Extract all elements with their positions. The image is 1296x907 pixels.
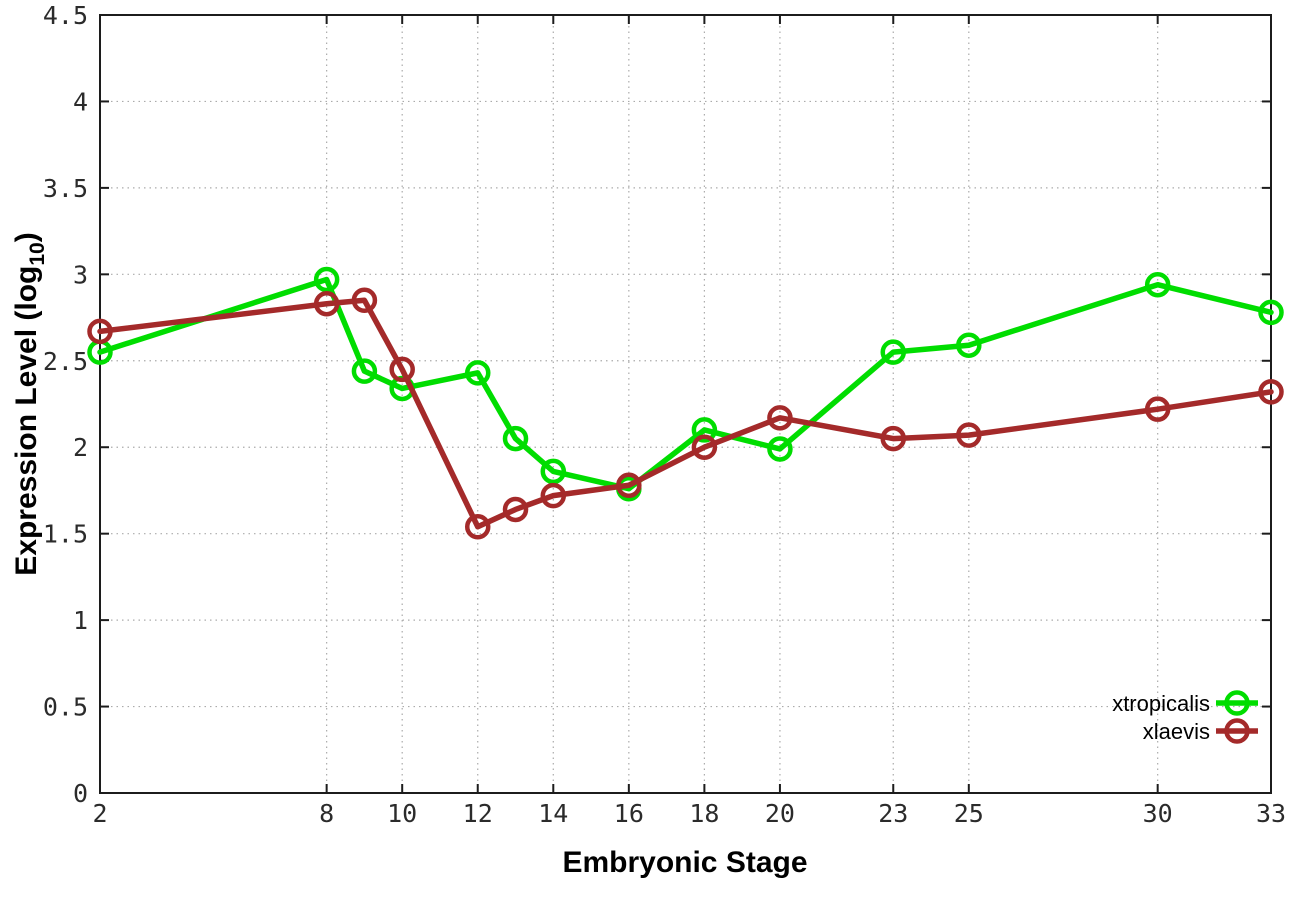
- legend-item-xlaevis: xlaevis: [1143, 718, 1258, 744]
- x-axis-title: Embryonic Stage: [562, 846, 807, 879]
- series-line-xlaevis: [97, 297, 1274, 530]
- data-point-xlaevis: [389, 356, 415, 383]
- x-tick-label: 25: [954, 799, 984, 828]
- legend-label-xtropicalis: xtropicalis: [1112, 691, 1210, 716]
- tick-labels: 0 0.5 1 1.5 2 2.5 3 3.5 4 4.5 2 8 10 12 14 16 18 20 23 25 30…: [43, 1, 1286, 828]
- data-series: [87, 266, 1284, 540]
- data-point-xtropicalis: [464, 360, 491, 386]
- x-tick-label: 8: [319, 799, 334, 828]
- data-point-xlaevis: [502, 496, 529, 523]
- data-point-xlaevis: [1258, 379, 1284, 405]
- data-point-xlaevis: [880, 425, 907, 452]
- legend-sample-point: [1224, 718, 1250, 744]
- data-point-xlaevis: [540, 482, 567, 509]
- data-point-xlaevis: [616, 472, 642, 499]
- data-point-xlaevis: [464, 514, 491, 540]
- y-tick-label: 1: [73, 606, 88, 635]
- y-tick-label: 0: [73, 779, 88, 808]
- x-tick-label: 33: [1256, 799, 1286, 828]
- data-point-xlaevis: [767, 405, 793, 431]
- x-tick-label: 14: [538, 799, 568, 828]
- y-tick-label: 1.5: [43, 520, 88, 549]
- data-point-xtropicalis: [956, 332, 982, 358]
- data-point-xtropicalis: [1258, 299, 1284, 326]
- x-tick-label: 12: [463, 799, 493, 828]
- data-point-xlaevis: [1144, 396, 1171, 422]
- axis-ticks: [99, 14, 1272, 794]
- data-point-xtropicalis: [1144, 271, 1171, 298]
- y-tick-label: 3.5: [43, 174, 88, 203]
- y-tick-label: 3: [73, 260, 88, 289]
- legend-item-xtropicalis: xtropicalis: [1112, 690, 1258, 716]
- data-point-xtropicalis: [691, 417, 718, 443]
- y-axis-title: Expression Level (log10): [10, 232, 49, 575]
- y-tick-label: 4: [73, 87, 88, 116]
- legend-label-xlaevis: xlaevis: [1143, 719, 1210, 744]
- legend-marker-xlaevis: [1216, 718, 1258, 744]
- y-axis-title-text: Expression Level (log10): [10, 232, 49, 575]
- x-tick-label: 30: [1143, 799, 1173, 828]
- x-tick-label: 10: [387, 799, 417, 828]
- x-tick-label: 18: [689, 799, 719, 828]
- data-point-xlaevis: [956, 422, 982, 448]
- x-tick-label: 23: [878, 799, 908, 828]
- x-tick-label: 2: [92, 799, 107, 828]
- data-point-xtropicalis: [502, 425, 529, 452]
- data-point-xlaevis: [313, 290, 340, 317]
- y-tick-label: 0.5: [43, 693, 88, 722]
- data-point-xtropicalis: [540, 458, 567, 485]
- data-point-xlaevis: [691, 434, 718, 460]
- legend: xtropicalis xlaevis: [1112, 690, 1258, 744]
- x-tick-label: 16: [614, 799, 644, 828]
- plot-border-rect: [99, 14, 1272, 794]
- legend-sample-point: [1224, 690, 1250, 716]
- data-point-xtropicalis: [313, 266, 340, 293]
- data-point-xtropicalis: [880, 339, 907, 365]
- gridlines: [99, 14, 1272, 794]
- data-point-xtropicalis: [767, 436, 793, 462]
- y-tick-label: 4.5: [43, 1, 88, 30]
- plot-border: [99, 14, 1272, 794]
- y-tick-label: 2: [73, 433, 88, 462]
- data-point-xlaevis: [351, 287, 378, 314]
- data-point-xtropicalis: [351, 358, 378, 384]
- data-point-xlaevis: [87, 318, 113, 345]
- legend-marker-xtropicalis: [1216, 690, 1258, 716]
- x-tick-label: 20: [765, 799, 795, 828]
- y-tick-label: 2.5: [43, 347, 88, 376]
